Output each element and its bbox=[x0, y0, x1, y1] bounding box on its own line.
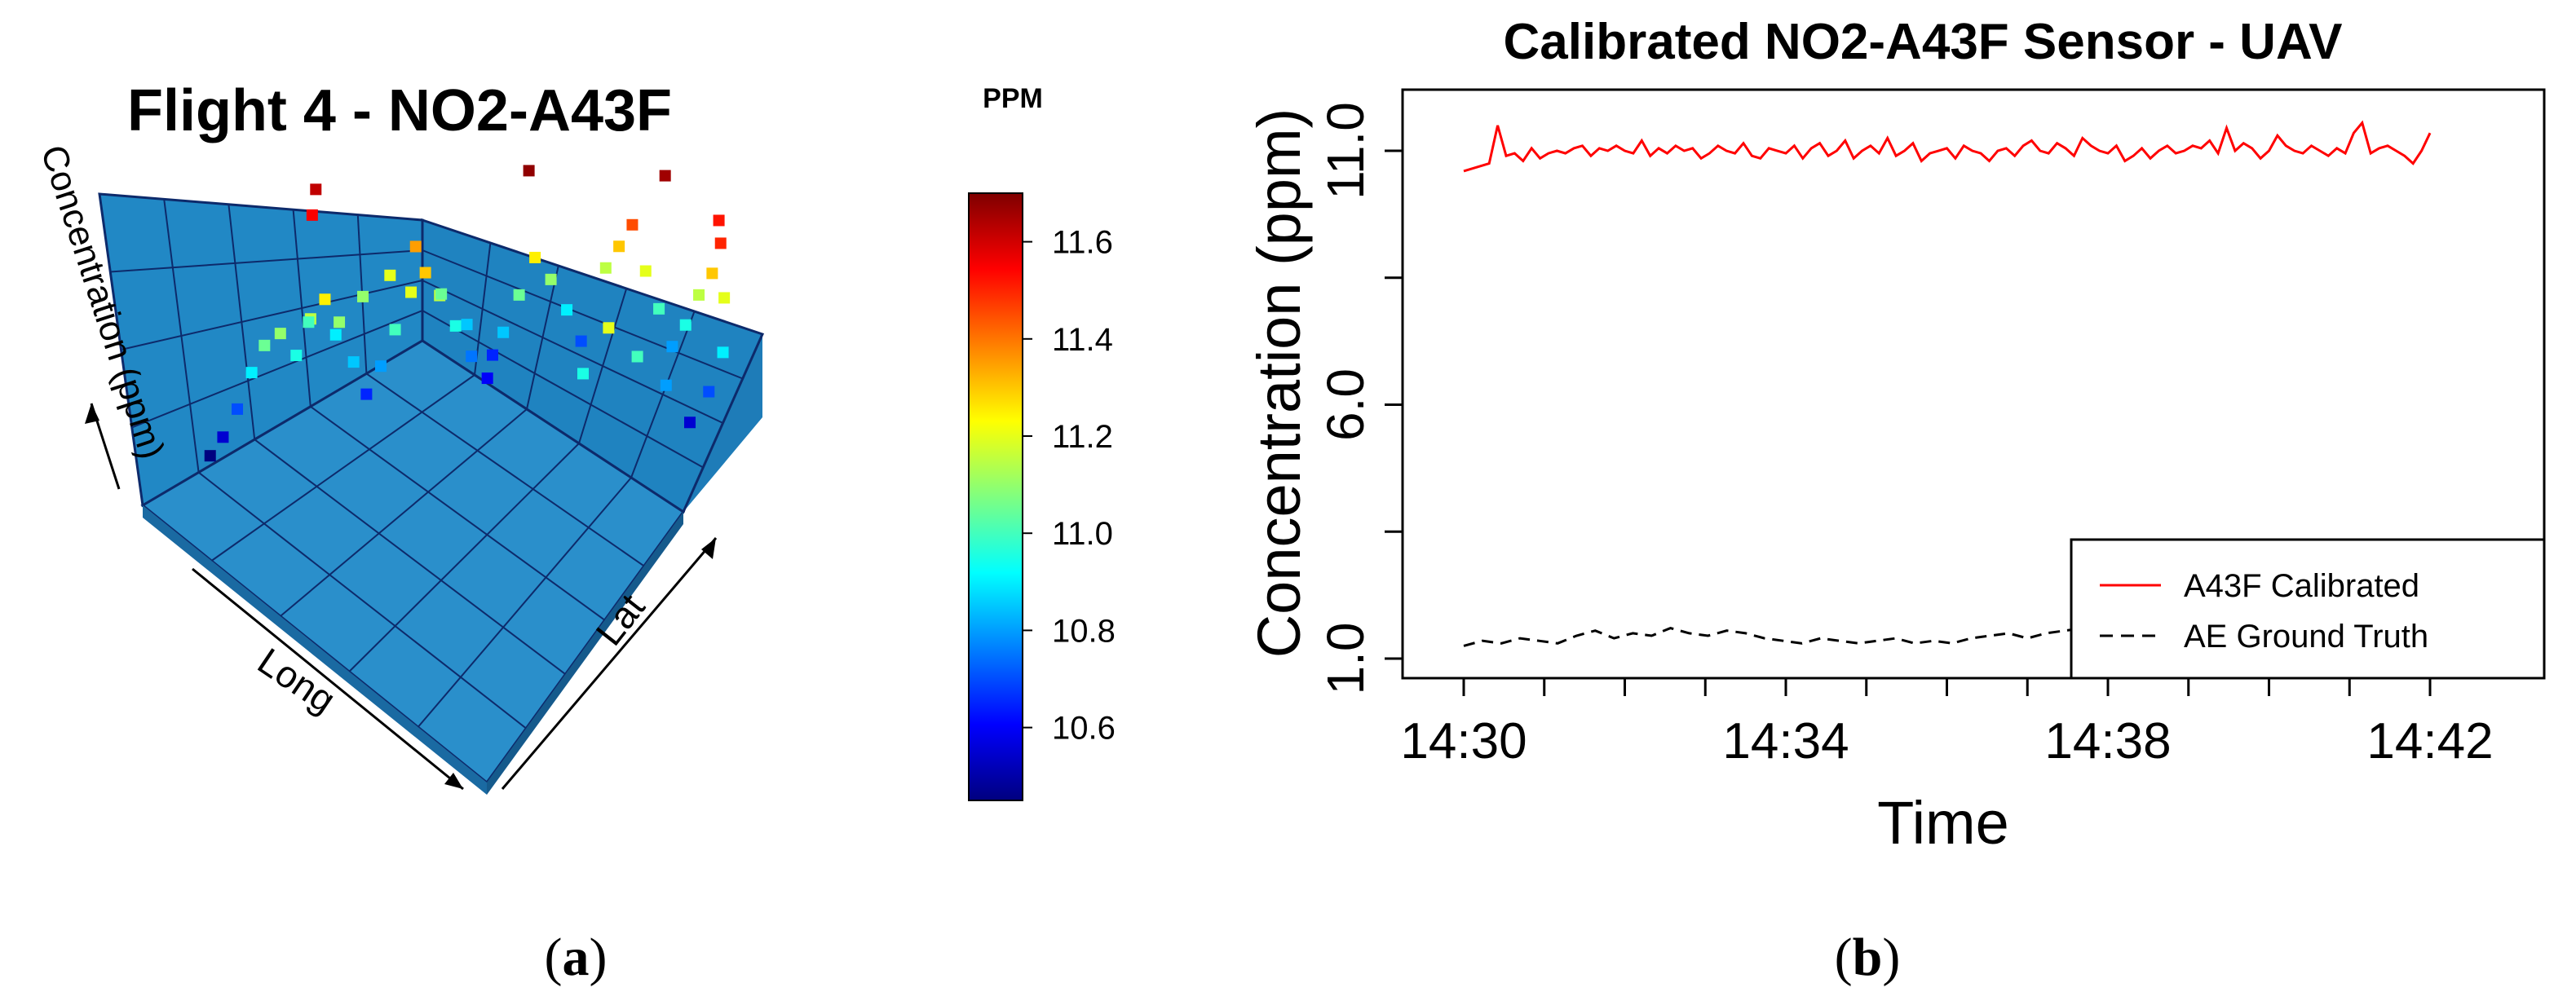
colorbar: PPM 11.6 11.4 11.2 11.0 10.8 10.6 bbox=[968, 83, 1116, 801]
scatter-point bbox=[497, 326, 510, 338]
scatter-point bbox=[306, 209, 318, 221]
scatter-point bbox=[613, 240, 625, 253]
scatter-point bbox=[603, 322, 615, 334]
colorbar-tick-label: 10.6 bbox=[1052, 711, 1116, 747]
scatter-point bbox=[466, 350, 478, 363]
scatter-point bbox=[561, 304, 573, 316]
scatter-point bbox=[217, 431, 229, 443]
panel-b-caption: (b) bbox=[1835, 928, 1901, 987]
scatter-point bbox=[319, 293, 331, 306]
scatter-point bbox=[461, 319, 473, 331]
scatter-point bbox=[374, 360, 387, 372]
scatter-point bbox=[713, 214, 725, 227]
scatter-point bbox=[717, 346, 729, 359]
scatter-point bbox=[310, 183, 322, 196]
scatter-point bbox=[245, 367, 258, 379]
scatter-point bbox=[232, 403, 244, 415]
axis-x-arrow bbox=[192, 567, 464, 791]
scatter-point bbox=[660, 379, 672, 391]
colorbar-ticks: 11.6 11.4 11.2 11.0 10.8 10.6 bbox=[1023, 225, 1116, 747]
panel-b-line-chart: Calibrated NO2-A43F Sensor - UAV 1.06.01… bbox=[1245, 14, 2546, 987]
scatter-point bbox=[575, 335, 587, 347]
scatter-point bbox=[384, 269, 396, 281]
colorbar-title: PPM bbox=[983, 83, 1043, 114]
scatter-point bbox=[409, 240, 422, 253]
scatter-point bbox=[599, 262, 612, 274]
scatter-point bbox=[626, 218, 638, 231]
scatter3d-points bbox=[204, 165, 731, 462]
scatter-point bbox=[360, 388, 373, 400]
x-tick-label: 14:42 bbox=[2366, 713, 2493, 769]
x-tick-label: 14:30 bbox=[1400, 713, 1527, 769]
legend: A43F Calibrated AE Ground Truth bbox=[2070, 538, 2546, 680]
scatter-point bbox=[577, 368, 589, 380]
scatter-point bbox=[703, 386, 715, 398]
scatter3d-box bbox=[98, 192, 765, 795]
scatter-point bbox=[481, 372, 493, 385]
legend-box bbox=[2070, 538, 2546, 680]
plot-frame bbox=[1401, 88, 2546, 680]
series-line-calibrated bbox=[1463, 120, 2432, 173]
scatter-point bbox=[631, 350, 643, 363]
x-tick-label: 14:34 bbox=[1722, 713, 1849, 769]
scatter-point bbox=[523, 165, 535, 177]
x-axis-ticks: 14:30 14:34 14:38 14:42 bbox=[1400, 678, 2494, 769]
colorbar-scale bbox=[968, 192, 1023, 801]
scatter-point bbox=[274, 328, 286, 340]
scatter-point bbox=[545, 273, 557, 285]
y-tick-label: 11.0 bbox=[1316, 102, 1375, 200]
scatter-point bbox=[329, 328, 342, 341]
scatter-point bbox=[419, 267, 431, 279]
scatter-point bbox=[334, 316, 346, 328]
scatter-point bbox=[405, 286, 418, 298]
panel-a-caption: (a) bbox=[545, 928, 608, 987]
series-line-ground-truth bbox=[1463, 627, 2084, 647]
panel-a-3d-scatter: Flight 4 - NO2-A43F Concentration (ppm) … bbox=[33, 78, 1116, 987]
scatter-point bbox=[303, 316, 315, 328]
panel-a-title: Flight 4 - NO2-A43F bbox=[127, 78, 672, 143]
scatter-point bbox=[258, 339, 271, 351]
x-tick-label: 14:38 bbox=[2044, 713, 2171, 769]
scatter-point bbox=[684, 417, 696, 429]
colorbar-tick-label: 11.2 bbox=[1052, 419, 1113, 455]
scatter-point bbox=[659, 170, 671, 182]
scatter-point bbox=[449, 320, 462, 332]
scatter-point bbox=[290, 350, 303, 362]
y-tick-label: 6.0 bbox=[1316, 368, 1375, 441]
y-axis-ticks: 1.0 6.0 11.0 bbox=[1316, 102, 1403, 694]
colorbar-tick-label: 11.4 bbox=[1052, 322, 1113, 358]
y-axis-label: Concentration (ppm) bbox=[1245, 108, 1313, 659]
scatter-point bbox=[639, 265, 652, 277]
scatter-point bbox=[679, 319, 691, 331]
scatter-point bbox=[389, 324, 401, 336]
scatter-point bbox=[718, 292, 731, 304]
colorbar-tick-label: 11.6 bbox=[1052, 225, 1113, 261]
scatter-point bbox=[653, 302, 665, 315]
axis-y-arrow bbox=[501, 537, 718, 790]
scatter-point bbox=[513, 289, 525, 301]
x-axis-label: Time bbox=[1877, 789, 2009, 857]
panel-a-letter: a bbox=[563, 928, 590, 987]
y-tick-label: 1.0 bbox=[1316, 623, 1375, 695]
colorbar-tick-label: 11.0 bbox=[1052, 516, 1113, 552]
colorbar-tick-label: 10.8 bbox=[1052, 613, 1116, 649]
scatter-point bbox=[204, 450, 216, 462]
scatter-point bbox=[435, 288, 448, 300]
scatter-point bbox=[666, 341, 678, 353]
legend-label-ground-truth: AE Ground Truth bbox=[2184, 619, 2428, 655]
panel-b-title: Calibrated NO2-A43F Sensor - UAV bbox=[1504, 14, 2343, 70]
scatter-point bbox=[486, 349, 498, 361]
scatter-point bbox=[357, 290, 369, 302]
scatter-point bbox=[529, 251, 541, 263]
scatter-point bbox=[714, 237, 727, 249]
scatter-point bbox=[693, 289, 705, 301]
scatter-point bbox=[706, 267, 718, 280]
panel-b-letter: b bbox=[1853, 928, 1883, 987]
series-lines bbox=[1463, 120, 2432, 647]
scatter-point bbox=[347, 356, 360, 368]
legend-label-calibrated: A43F Calibrated bbox=[2184, 568, 2419, 604]
